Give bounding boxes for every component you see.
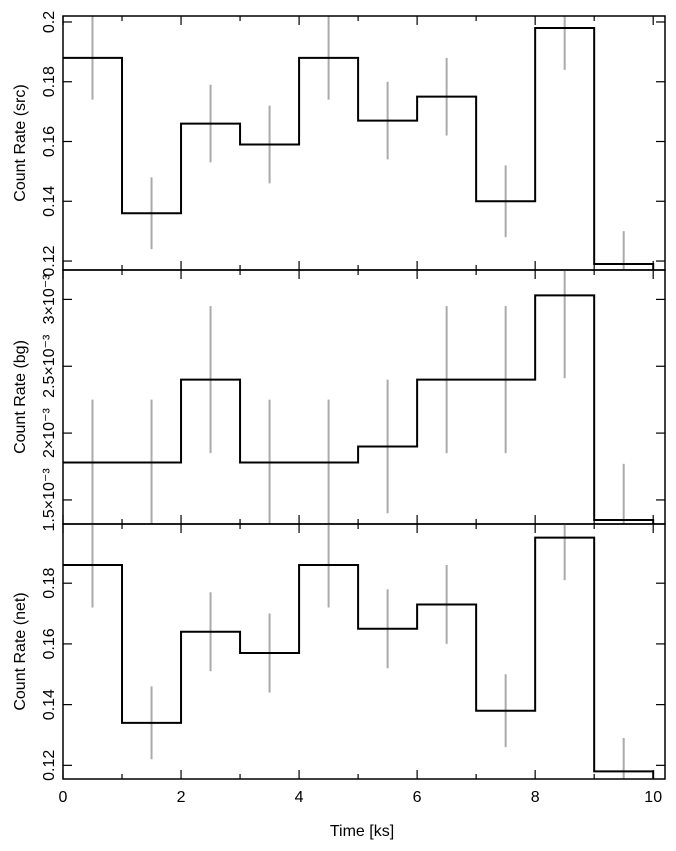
panel-net: 0.12 0.14 0.16 0.18 Count Rate (net): [12, 523, 666, 781]
xtick-label: 4: [295, 789, 304, 806]
net-y-axis-label: Count Rate (net): [12, 592, 29, 710]
bg-step-line: [63, 294, 655, 524]
src-ytick-label: 0.14: [41, 186, 58, 217]
xtick-label: 8: [531, 789, 540, 806]
x-axis-label: Time [ks]: [330, 823, 394, 840]
bg-ytick-label: 3×10⁻³: [41, 274, 58, 324]
src-ytick-label: 0.18: [41, 66, 58, 97]
panel-bg: 1.5×10⁻³ 2×10⁻³ 2.5×10⁻³ 3×10⁻³ Count Rate (…: [12, 269, 666, 532]
net-step-line: [63, 536, 655, 779]
net-ytick-label: 0.16: [41, 628, 58, 659]
bg-ytick-label: 2×10⁻³: [41, 408, 58, 458]
xtick-label: 6: [413, 789, 422, 806]
net-ytick-label: 0.14: [41, 689, 58, 720]
src-frame: [62, 15, 666, 271]
src-ytick-label: 0.16: [41, 126, 58, 157]
xtick-label: 0: [59, 789, 68, 806]
net-ytick-label: 0.12: [41, 750, 58, 781]
net-frame: [62, 523, 666, 780]
src-ytick-label: 0.12: [41, 245, 58, 276]
src-y-axis-label: Count Rate (src): [12, 84, 29, 201]
bg-ytick-label: 2.5×10⁻³: [41, 334, 58, 398]
src-step-line: [63, 26, 655, 270]
xtick-label: 2: [177, 789, 186, 806]
src-ytick-label: 0.2: [41, 11, 58, 33]
panel-src: 0.12 0.14 0.16 0.18 0.2 Count Rate (src): [12, 11, 666, 277]
bg-ytick-label: 1.5×10⁻³: [41, 468, 58, 532]
net-ytick-label: 0.18: [41, 568, 58, 599]
bg-y-axis-label: Count Rate (bg): [12, 340, 29, 454]
xtick-label: 10: [644, 789, 662, 806]
bg-frame: [62, 269, 666, 525]
